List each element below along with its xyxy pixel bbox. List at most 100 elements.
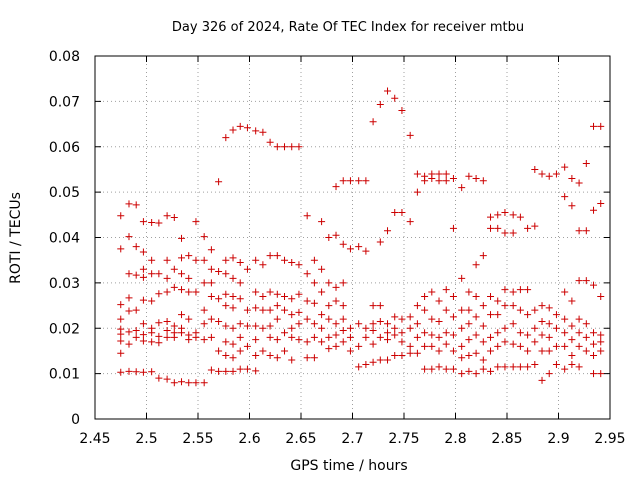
data-point — [139, 331, 147, 339]
data-point — [339, 240, 347, 248]
data-point — [479, 322, 487, 330]
data-point — [325, 302, 333, 310]
data-point — [472, 370, 480, 378]
data-point — [155, 290, 163, 298]
data-point — [509, 229, 517, 237]
data-point — [178, 234, 186, 242]
data-point — [472, 349, 480, 357]
data-point — [442, 340, 450, 348]
data-point — [117, 212, 125, 220]
data-point — [597, 347, 605, 355]
data-point — [494, 311, 502, 319]
data-point — [200, 306, 208, 314]
data-point — [339, 338, 347, 346]
data-point — [531, 306, 539, 314]
data-point — [229, 324, 237, 332]
data-point — [428, 331, 436, 339]
y-tick-label: 0.05 — [49, 185, 80, 201]
y-tick-label: 0.03 — [49, 276, 80, 292]
data-point — [288, 324, 296, 332]
data-point — [465, 288, 473, 296]
data-point — [494, 211, 502, 219]
data-point — [413, 349, 421, 357]
data-point — [597, 370, 605, 378]
data-point — [252, 256, 260, 264]
data-point — [281, 256, 289, 264]
data-point — [332, 283, 340, 291]
data-point — [391, 331, 399, 339]
data-point — [163, 212, 171, 220]
data-point — [332, 297, 340, 305]
data-point — [509, 320, 517, 328]
x-tick-label: 2.6 — [238, 431, 260, 447]
data-point — [252, 127, 260, 135]
data-point — [449, 313, 457, 321]
data-point — [163, 274, 171, 282]
data-point — [442, 329, 450, 337]
data-point — [310, 320, 318, 328]
data-point — [472, 331, 480, 339]
data-point — [516, 363, 524, 371]
data-point — [310, 279, 318, 287]
data-point — [303, 338, 311, 346]
data-point — [178, 311, 186, 319]
data-point — [487, 333, 495, 341]
data-point — [501, 324, 509, 332]
data-point — [229, 126, 237, 134]
data-point — [582, 277, 590, 285]
data-point — [192, 333, 200, 341]
data-point — [215, 367, 223, 375]
data-point — [243, 322, 251, 330]
data-point — [229, 292, 237, 300]
data-point — [303, 297, 311, 305]
data-point — [597, 331, 605, 339]
data-point — [384, 329, 392, 337]
x-tick-labels: 2.45 2.5 2.55 2.6 2.65 2.7 2.75 2.8 2.85 2.9 2.95 — [79, 431, 625, 447]
data-point — [273, 336, 281, 344]
data-point — [125, 328, 133, 336]
data-point — [163, 256, 171, 264]
data-point — [552, 311, 560, 319]
data-point — [369, 327, 377, 335]
data-point — [117, 368, 125, 376]
data-point — [575, 227, 583, 235]
data-point — [582, 320, 590, 328]
data-point — [303, 270, 311, 278]
data-point — [332, 320, 340, 328]
data-point — [421, 365, 429, 373]
data-point — [200, 336, 208, 344]
data-point — [465, 172, 473, 180]
data-point — [582, 333, 590, 341]
x-tick-label: 2.7 — [341, 431, 363, 447]
data-point — [487, 224, 495, 232]
data-point — [509, 288, 517, 296]
data-point — [288, 143, 296, 151]
data-point — [458, 370, 466, 378]
data-point — [170, 333, 178, 341]
data-point — [516, 286, 524, 294]
data-point — [339, 327, 347, 335]
data-point — [252, 304, 260, 312]
x-tick-label: 2.65 — [285, 431, 316, 447]
data-point — [259, 347, 267, 355]
data-point — [155, 374, 163, 382]
data-point — [318, 324, 326, 332]
data-point — [295, 308, 303, 316]
data-point — [376, 238, 384, 246]
data-point — [132, 201, 140, 209]
data-point — [449, 292, 457, 300]
data-point — [369, 358, 377, 366]
data-point — [575, 179, 583, 187]
data-point — [155, 339, 163, 347]
data-point — [139, 248, 147, 256]
data-point — [170, 283, 178, 291]
data-point — [178, 254, 186, 262]
data-point — [117, 315, 125, 323]
data-point — [501, 229, 509, 237]
data-point — [236, 365, 244, 373]
y-tick-labels: 0 0.01 0.02 0.03 0.04 0.05 0.06 0.07 0.08 — [49, 49, 80, 428]
data-point — [318, 218, 326, 226]
data-point — [501, 302, 509, 310]
data-point — [413, 320, 421, 328]
data-point — [332, 342, 340, 350]
